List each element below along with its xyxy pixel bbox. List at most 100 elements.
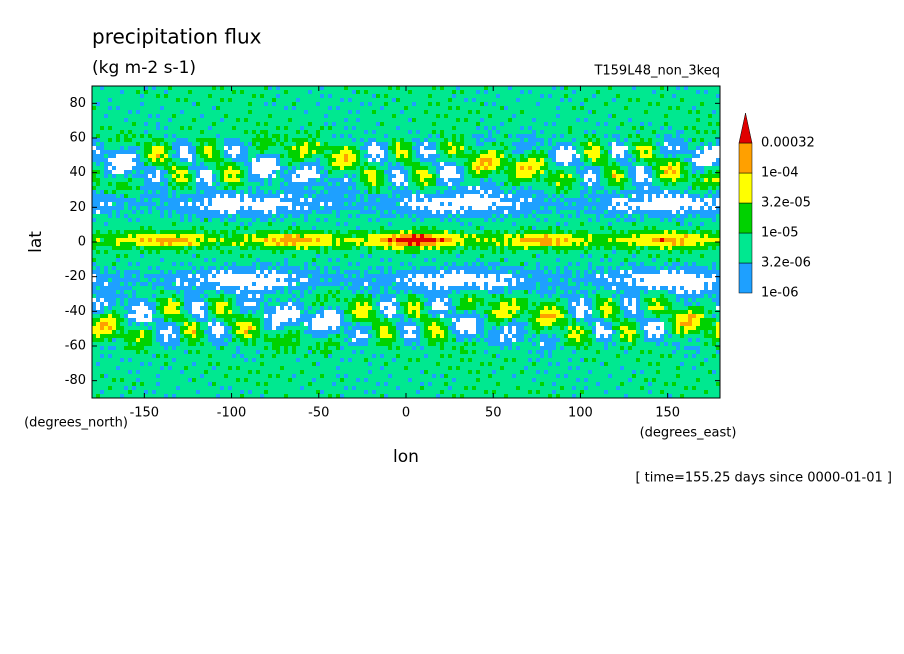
contour-cell bbox=[196, 198, 200, 202]
contour-cell bbox=[204, 90, 208, 94]
contour-field bbox=[92, 86, 720, 398]
contour-cell bbox=[240, 126, 244, 130]
contour-cell bbox=[152, 126, 156, 130]
contour-cell bbox=[120, 218, 124, 222]
contour-cell bbox=[312, 98, 316, 102]
contour-cell bbox=[712, 102, 716, 106]
contour-cell bbox=[276, 130, 280, 134]
contour-cell bbox=[320, 206, 324, 210]
contour-cell bbox=[256, 106, 260, 110]
contour-cell bbox=[364, 186, 368, 190]
contour-cell bbox=[440, 98, 444, 102]
contour-cell bbox=[476, 166, 480, 170]
contour-cell bbox=[288, 214, 292, 218]
contour-cell bbox=[664, 218, 668, 222]
contour-cell bbox=[148, 158, 152, 162]
contour-cell bbox=[464, 102, 468, 106]
contour-cell bbox=[276, 194, 280, 198]
contour-cell bbox=[364, 202, 368, 206]
contour-cell bbox=[432, 146, 436, 150]
contour-cell bbox=[272, 106, 276, 110]
contour-cell bbox=[524, 118, 528, 122]
contour-cell bbox=[348, 106, 352, 110]
contour-cell bbox=[376, 170, 380, 174]
contour-cell bbox=[320, 94, 324, 98]
contour-cell bbox=[320, 190, 324, 194]
contour-cell bbox=[648, 134, 652, 138]
contour-cell bbox=[136, 146, 140, 150]
contour-cell bbox=[612, 182, 616, 186]
contour-cell bbox=[612, 170, 616, 174]
contour-cell bbox=[424, 182, 428, 186]
contour-cell bbox=[356, 210, 360, 214]
contour-cell bbox=[556, 134, 560, 138]
contour-cell bbox=[324, 162, 328, 166]
contour-cell bbox=[616, 170, 620, 174]
contour-cell bbox=[140, 106, 144, 110]
contour-cell bbox=[564, 134, 568, 138]
contour-cell bbox=[492, 106, 496, 110]
contour-cell bbox=[604, 174, 608, 178]
contour-cell bbox=[368, 166, 372, 170]
contour-cell bbox=[532, 214, 536, 218]
contour-cell bbox=[636, 102, 640, 106]
contour-cell bbox=[216, 130, 220, 134]
contour-cell bbox=[232, 222, 236, 226]
contour-cell bbox=[228, 94, 232, 98]
contour-cell bbox=[148, 186, 152, 190]
contour-cell bbox=[484, 158, 488, 162]
contour-cell bbox=[612, 158, 616, 162]
contour-cell bbox=[128, 118, 132, 122]
contour-cell bbox=[200, 86, 204, 90]
contour-cell bbox=[168, 150, 172, 154]
contour-cell bbox=[408, 194, 412, 198]
contour-cell bbox=[488, 102, 492, 106]
contour-cell bbox=[524, 182, 528, 186]
contour-cell bbox=[564, 146, 568, 150]
contour-cell bbox=[708, 218, 712, 222]
contour-cell bbox=[656, 122, 660, 126]
contour-cell bbox=[160, 158, 164, 162]
contour-cell bbox=[684, 114, 688, 118]
contour-cell bbox=[568, 198, 572, 202]
contour-cell bbox=[444, 134, 448, 138]
contour-cell bbox=[436, 182, 440, 186]
contour-cell bbox=[360, 210, 364, 214]
contour-cell bbox=[328, 110, 332, 114]
contour-cell bbox=[320, 102, 324, 106]
contour-cell bbox=[568, 170, 572, 174]
contour-cell bbox=[252, 90, 256, 94]
contour-cell bbox=[608, 138, 612, 142]
contour-cell bbox=[356, 214, 360, 218]
contour-cell bbox=[324, 98, 328, 102]
contour-cell bbox=[100, 206, 104, 210]
contour-cell bbox=[120, 98, 124, 102]
contour-cell bbox=[420, 222, 424, 226]
contour-cell bbox=[516, 110, 520, 114]
contour-cell bbox=[264, 122, 268, 126]
contour-cell bbox=[652, 210, 656, 214]
contour-cell bbox=[584, 130, 588, 134]
contour-cell bbox=[320, 178, 324, 182]
contour-cell bbox=[176, 206, 180, 210]
contour-cell bbox=[580, 146, 584, 150]
contour-cell bbox=[224, 102, 228, 106]
contour-cell bbox=[196, 218, 200, 222]
contour-cell bbox=[484, 86, 488, 90]
contour-cell bbox=[528, 146, 532, 150]
contour-cell bbox=[656, 194, 660, 198]
contour-cell bbox=[524, 138, 528, 142]
contour-cell bbox=[476, 190, 480, 194]
contour-cell bbox=[340, 206, 344, 210]
contour-cell bbox=[464, 110, 468, 114]
contour-cell bbox=[268, 178, 272, 182]
contour-cell bbox=[124, 210, 128, 214]
contour-cell bbox=[220, 118, 224, 122]
contour-cell bbox=[700, 86, 704, 90]
contour-cell bbox=[384, 102, 388, 106]
contour-cell bbox=[284, 98, 288, 102]
contour-cell bbox=[504, 186, 508, 190]
contour-cell bbox=[552, 194, 556, 198]
contour-cell bbox=[580, 122, 584, 126]
contour-cell bbox=[680, 182, 684, 186]
